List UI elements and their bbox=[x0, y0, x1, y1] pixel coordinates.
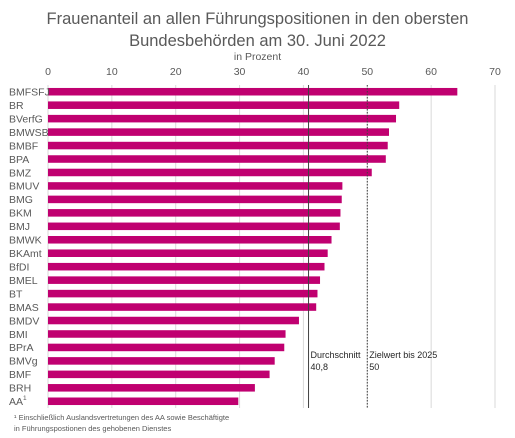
bar bbox=[48, 316, 299, 325]
reference-line-label: Zielwert bis 2025 bbox=[369, 350, 437, 360]
bar bbox=[48, 114, 397, 123]
reference-line-value: 50 bbox=[369, 362, 379, 372]
bar bbox=[48, 101, 400, 109]
x-tick-label: 70 bbox=[489, 66, 501, 78]
category-label: BMWK bbox=[9, 235, 42, 247]
bar bbox=[48, 276, 321, 284]
category-label: BMVg bbox=[9, 356, 38, 368]
category-label: BPrA bbox=[9, 342, 34, 354]
bar bbox=[48, 330, 286, 338]
bar bbox=[48, 357, 275, 365]
bar bbox=[48, 397, 239, 406]
x-tick-label: 30 bbox=[234, 66, 246, 78]
bar bbox=[48, 168, 372, 177]
category-label: BKM bbox=[9, 208, 32, 220]
category-label: BMUV bbox=[9, 181, 39, 193]
x-tick-label: 40 bbox=[298, 66, 310, 78]
x-tick-label: 10 bbox=[106, 66, 118, 78]
category-label: BMF bbox=[9, 369, 31, 381]
category-label: BPA bbox=[9, 154, 29, 166]
bar bbox=[48, 384, 255, 392]
bar bbox=[48, 195, 342, 204]
bar bbox=[48, 262, 325, 271]
bar bbox=[48, 222, 340, 231]
category-label: BMBF bbox=[9, 140, 38, 152]
bar bbox=[48, 370, 270, 379]
footnote-marker: 1 bbox=[23, 395, 27, 402]
category-label: BVerfG bbox=[9, 113, 43, 125]
category-label: BMDV bbox=[9, 315, 39, 327]
category-label: BKAmt bbox=[9, 248, 42, 260]
chart-unit-label: in Prozent bbox=[233, 51, 282, 63]
bar bbox=[48, 249, 328, 257]
x-tick-label: 60 bbox=[425, 66, 437, 78]
category-label: BR bbox=[9, 100, 24, 112]
category-label: BfDI bbox=[9, 261, 29, 273]
category-label: BMFSFJ bbox=[9, 87, 50, 99]
category-label: BMEL bbox=[9, 275, 38, 287]
bar bbox=[48, 155, 386, 163]
category-label: BMG bbox=[9, 194, 33, 206]
category-label: BMAS bbox=[9, 302, 39, 314]
bar bbox=[48, 141, 388, 150]
chart-title-line-2: Bundesbehörden am 30. Juni 2022 bbox=[129, 32, 386, 50]
reference-line-value: 40,8 bbox=[311, 362, 329, 372]
bar bbox=[48, 343, 285, 352]
footnote-line-2: in Führungspostionen des gehobenen Diens… bbox=[14, 424, 172, 433]
category-label: BMZ bbox=[9, 167, 32, 179]
chart-title-line-1: Frauenanteil an allen Führungspositionen… bbox=[46, 10, 469, 28]
bar bbox=[48, 303, 317, 311]
reference-line-label: Durchschnitt bbox=[311, 350, 362, 360]
x-tick-label: 0 bbox=[45, 66, 51, 78]
x-tick-label: 20 bbox=[170, 66, 182, 78]
bar bbox=[48, 209, 341, 217]
category-label: BMWSB bbox=[9, 127, 49, 139]
category-label: BT bbox=[9, 288, 23, 300]
category-label: AA1 bbox=[9, 395, 27, 408]
footnote-line-1: ¹ Einschließlich Auslandsvertretungen de… bbox=[14, 413, 230, 422]
bar bbox=[48, 87, 458, 96]
category-label: BRH bbox=[9, 383, 31, 395]
category-label: BMI bbox=[9, 329, 28, 341]
bar bbox=[48, 236, 332, 244]
bar bbox=[48, 128, 389, 136]
bar bbox=[48, 289, 318, 298]
category-label: BMJ bbox=[9, 221, 30, 233]
x-tick-label: 50 bbox=[361, 66, 373, 78]
bar bbox=[48, 182, 343, 190]
